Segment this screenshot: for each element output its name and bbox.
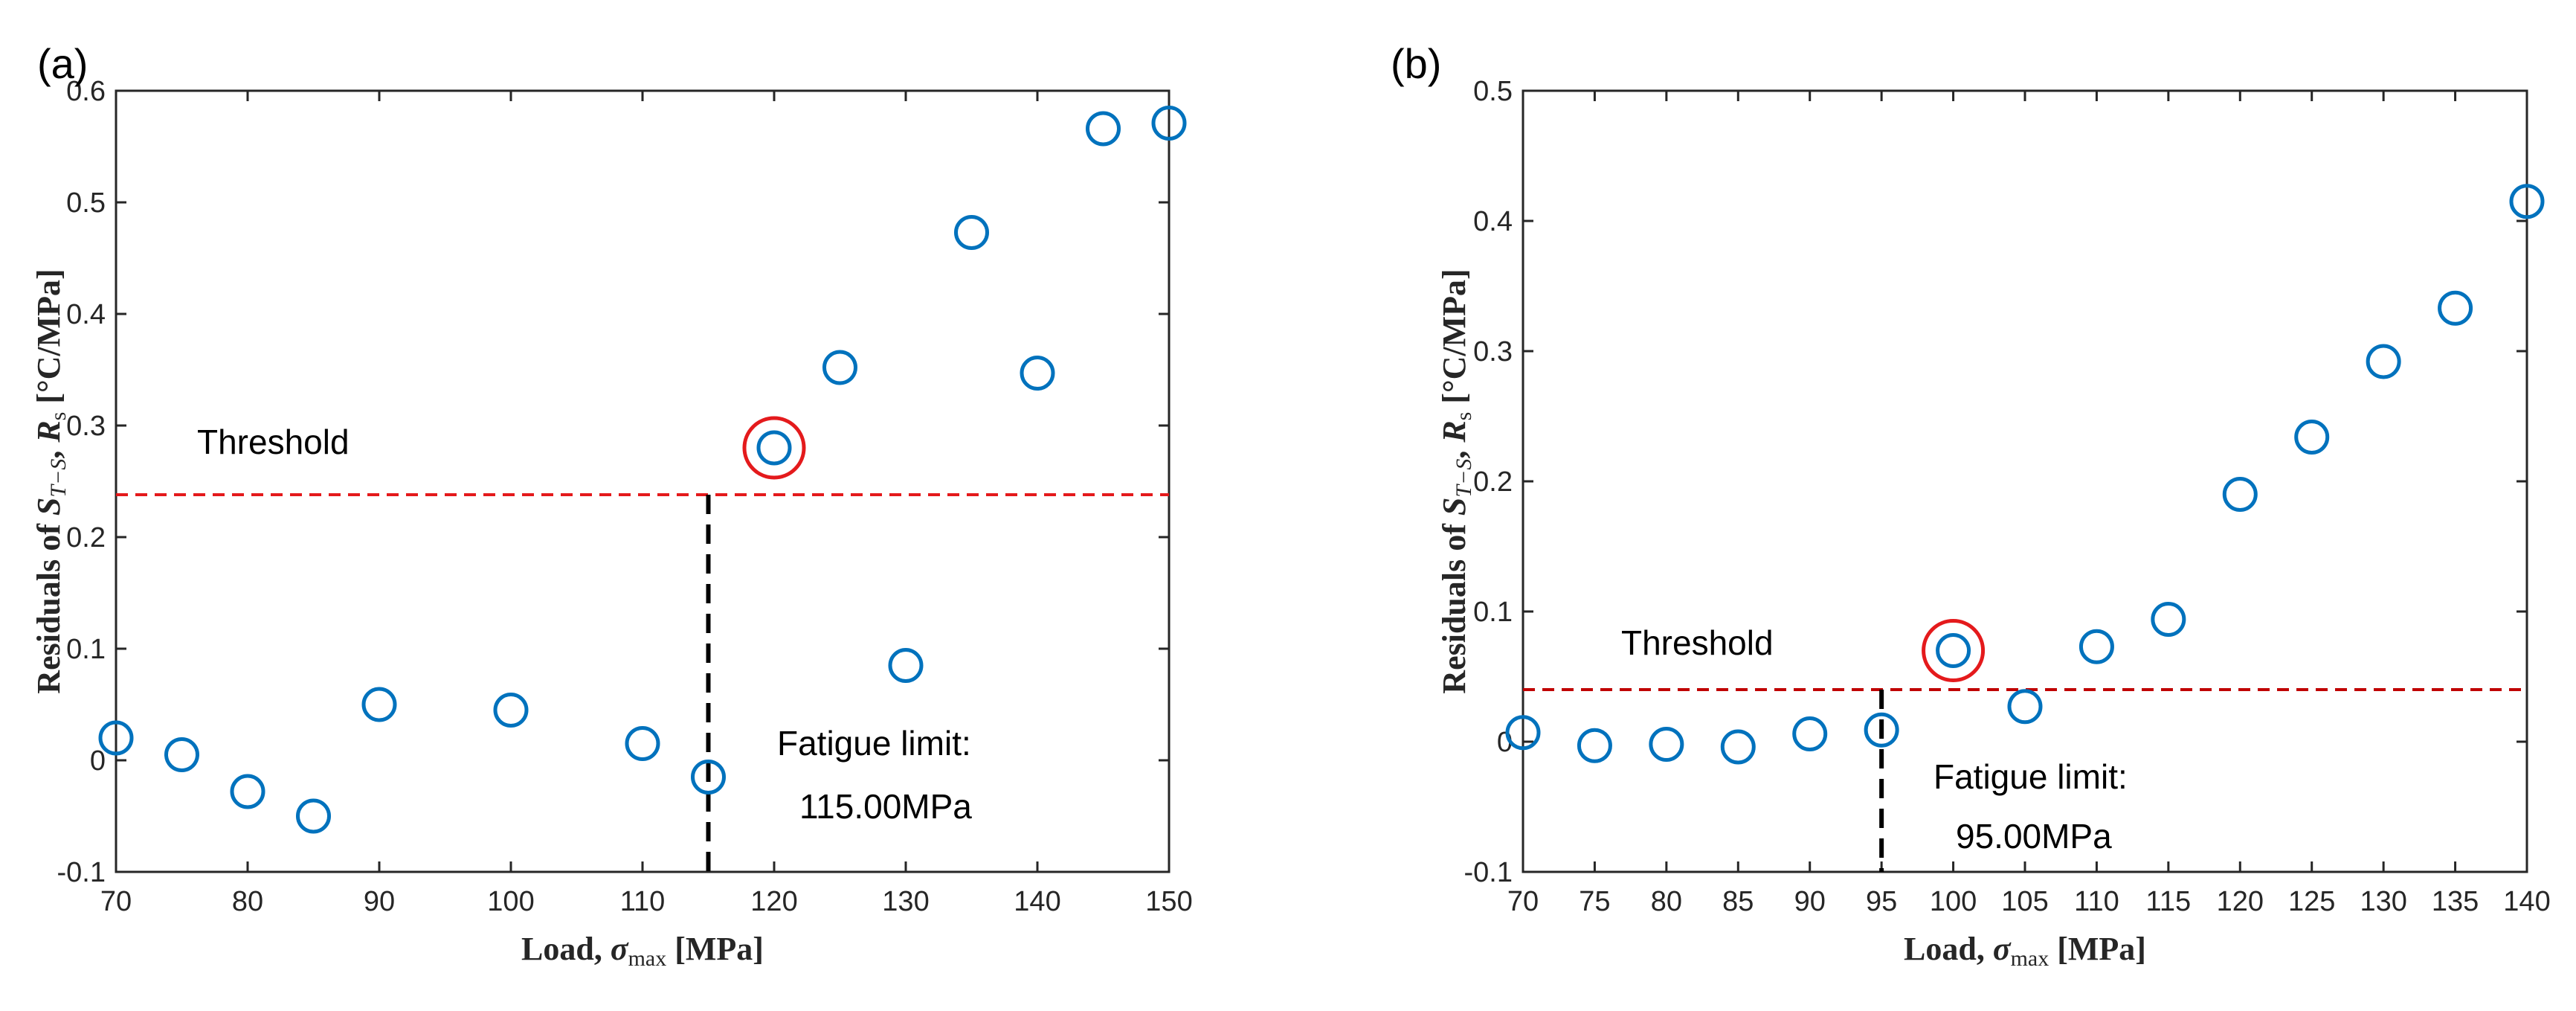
data-point	[1720, 729, 1756, 765]
x-tick-label: 75	[1579, 886, 1610, 917]
x-axis-label: Load, σmax [MPa]	[1904, 931, 2146, 971]
data-point	[1151, 106, 1187, 141]
data-point	[1864, 712, 1899, 748]
x-tick-label: 80	[1651, 886, 1682, 917]
data-point	[2007, 689, 2043, 725]
x-tick-label: 80	[232, 886, 263, 917]
data-point	[822, 350, 857, 385]
data-point	[691, 760, 726, 795]
x-tick-label: 140	[2503, 886, 2550, 917]
data-point	[888, 648, 924, 683]
threshold-label: Threshold	[197, 423, 350, 461]
data-point	[2438, 290, 2473, 326]
x-tick-label: 105	[2001, 886, 2048, 917]
x-tick-label: 125	[2288, 886, 2335, 917]
x-tick-label: 120	[750, 886, 797, 917]
plot-area-frame	[1522, 89, 2528, 873]
data-point	[164, 737, 199, 772]
data-point	[1649, 727, 1684, 762]
x-tick-label: 115	[2146, 886, 2192, 917]
x-tick-label: 95	[1866, 886, 1897, 917]
x-tick-label: 100	[1930, 886, 1977, 917]
y-tick-label: 0.1	[66, 634, 106, 665]
data-point	[2294, 420, 2330, 455]
data-point	[1086, 111, 1121, 147]
data-point	[361, 687, 397, 722]
x-tick-label: 90	[364, 886, 395, 917]
data-point	[230, 774, 265, 809]
data-point	[1505, 715, 1541, 751]
x-tick-label: 85	[1722, 886, 1754, 917]
y-tick-label: -0.1	[57, 857, 106, 888]
data-point	[296, 798, 331, 834]
x-axis-label: Load, σmax [MPa]	[521, 931, 764, 971]
data-point	[1020, 356, 1055, 391]
y-tick-label: 0.3	[66, 411, 106, 442]
x-tick-label: 120	[2217, 886, 2264, 917]
y-tick-label: 0.1	[1473, 597, 1513, 628]
data-point	[2366, 344, 2401, 379]
data-point	[2151, 602, 2186, 637]
highlight-ring	[1922, 619, 1986, 682]
data-point	[1577, 728, 1612, 763]
x-tick-label: 150	[1145, 886, 1192, 917]
y-tick-label: 0.5	[66, 187, 106, 219]
panel-label: (b)	[1391, 40, 1441, 87]
threshold-label: Threshold	[1621, 623, 1774, 662]
y-tick-label: 0.5	[1473, 76, 1513, 107]
data-point	[1936, 633, 1971, 668]
data-point	[98, 720, 134, 756]
x-tick-label: 70	[100, 886, 132, 917]
y-tick-label: 0.6	[66, 76, 106, 107]
x-tick-label: 70	[1507, 886, 1539, 917]
x-tick-label: 110	[620, 886, 666, 917]
fatigue-limit-label-line1: Fatigue limit:	[777, 724, 971, 763]
x-tick-label: 110	[2074, 886, 2119, 917]
y-tick-label: 0.4	[1473, 206, 1513, 237]
y-axis-label: Residuals of ST−S, Rs [°C/MPa]	[1436, 269, 1476, 693]
y-tick-label: -0.1	[1464, 857, 1513, 888]
chart-panel-a: 70 80 90 100 110 120 130 140 150 -0.1 0 0.1 0.2 0.3 0.…	[30, 40, 1193, 971]
y-tick-label: 0.3	[1473, 336, 1513, 368]
x-tick-label: 100	[487, 886, 534, 917]
x-tick-label: 140	[1014, 886, 1060, 917]
y-tick-label: 0.4	[66, 299, 106, 330]
data-point	[2222, 477, 2258, 512]
data-point	[2509, 184, 2545, 219]
panel-label: (a)	[37, 40, 88, 87]
x-tick-label: 135	[2432, 886, 2479, 917]
data-point	[954, 215, 989, 250]
highlight-ring	[742, 416, 806, 480]
x-tick-label: 130	[2360, 886, 2406, 917]
data-point	[756, 430, 792, 466]
y-axis-label: Residuals of ST−S, Rs [°C/MPa]	[30, 269, 71, 693]
data-point	[625, 726, 660, 761]
fatigue-limit-label-line2: 115.00MPa	[799, 787, 972, 826]
plot-area-frame	[115, 89, 1171, 873]
data-point	[493, 693, 529, 728]
data-point	[2078, 629, 2114, 664]
fatigue-limit-label-line1: Fatigue limit:	[1933, 757, 2128, 796]
x-tick-label: 130	[882, 886, 929, 917]
y-tick-label: 0	[90, 745, 106, 777]
chart-panel-b: 70 75 80 85 90 95 100 105 110 115 120 125 130 135 140 -…	[1391, 40, 2551, 971]
fatigue-limit-label-line2: 95.00MPa	[1956, 817, 2112, 856]
x-tick-label: 90	[1794, 886, 1826, 917]
y-tick-label: 0.2	[66, 522, 106, 553]
y-tick-label: 0.2	[1473, 466, 1513, 498]
data-point	[1792, 716, 1828, 751]
